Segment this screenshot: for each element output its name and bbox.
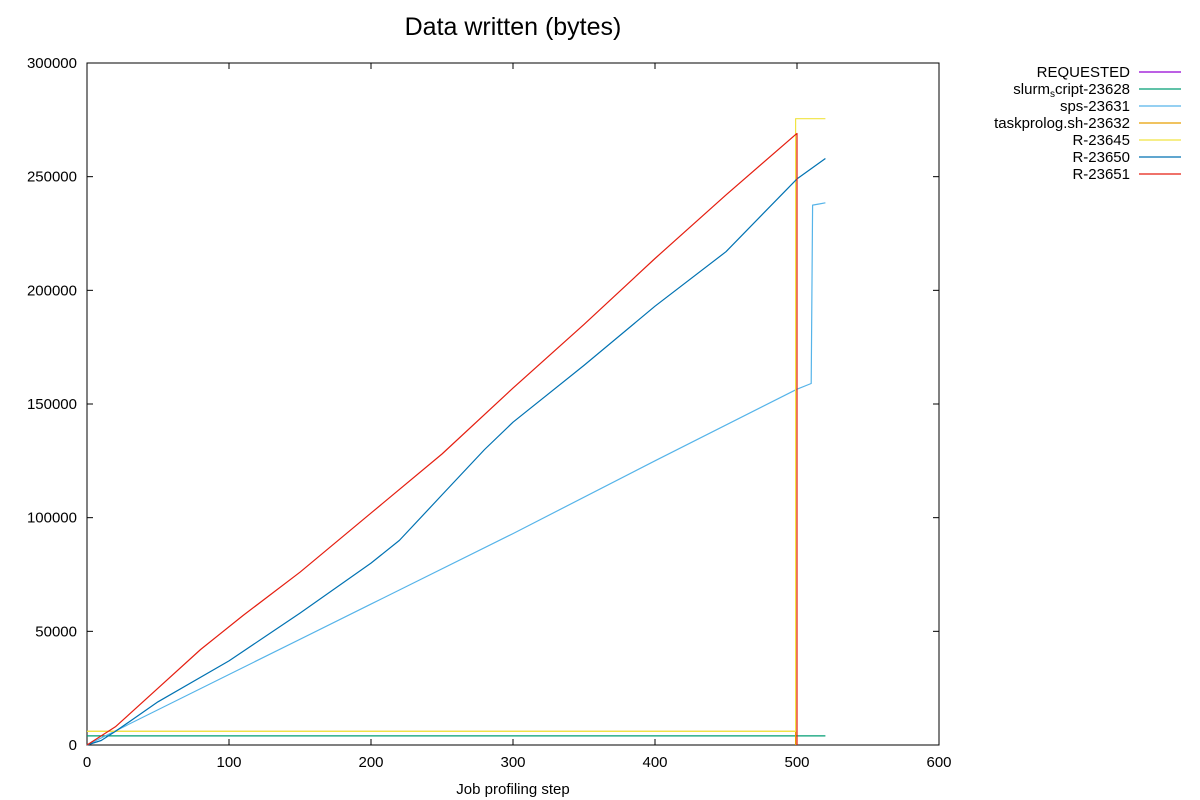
y-tick-label: 150000: [27, 396, 77, 413]
legend-item: taskprolog.sh-23632: [994, 115, 1181, 132]
legend-label: R-23651: [1072, 166, 1130, 183]
x-tick-label: 500: [784, 754, 809, 771]
y-tick-label: 200000: [27, 282, 77, 299]
series-line-3: [87, 730, 797, 745]
legend-item: R-23650: [1072, 149, 1181, 166]
y-tick-label: 300000: [27, 55, 77, 72]
x-tick-label: 400: [642, 754, 667, 771]
x-tick-label: 300: [500, 754, 525, 771]
y-tick-label: 100000: [27, 510, 77, 527]
legend-item: R-23651: [1072, 166, 1181, 183]
y-tick-label: 50000: [35, 623, 77, 640]
legend-item: R-23645: [1072, 132, 1181, 149]
legend-item: sps-23631: [1060, 98, 1181, 115]
legend-label: slurmscript-23628: [1013, 81, 1130, 100]
x-axis-label: Job profiling step: [456, 781, 569, 798]
series-line-6: [86, 132, 798, 746]
y-tick-label: 0: [69, 737, 77, 754]
legend-item: REQUESTED: [1037, 64, 1181, 81]
chart-title: Data written (bytes): [405, 13, 622, 41]
legend-label: R-23645: [1072, 132, 1130, 149]
x-tick-label: 100: [216, 754, 241, 771]
plot-area-border: [86, 62, 940, 746]
legend-label: R-23650: [1072, 149, 1130, 166]
x-tick-label: 600: [926, 754, 951, 771]
legend-label: taskprolog.sh-23632: [994, 115, 1130, 132]
x-tick-label: 0: [83, 754, 91, 771]
axis-ticks: 0 100 200 300 400 500 600 0 50000 100000 150000 200…: [27, 55, 952, 771]
legend-item: slurmscript-23628: [1013, 81, 1181, 100]
legend-label: sps-23631: [1060, 98, 1130, 115]
legend: REQUESTEDslurmscript-23628sps-23631taskp…: [994, 64, 1181, 183]
y-tick-label: 250000: [27, 169, 77, 186]
series-line-5: [86, 158, 826, 746]
series-line-2: [86, 202, 826, 746]
series-line-4: [87, 118, 826, 733]
series-lines: [86, 118, 826, 746]
legend-label: REQUESTED: [1037, 64, 1131, 81]
x-tick-label: 200: [358, 754, 383, 771]
